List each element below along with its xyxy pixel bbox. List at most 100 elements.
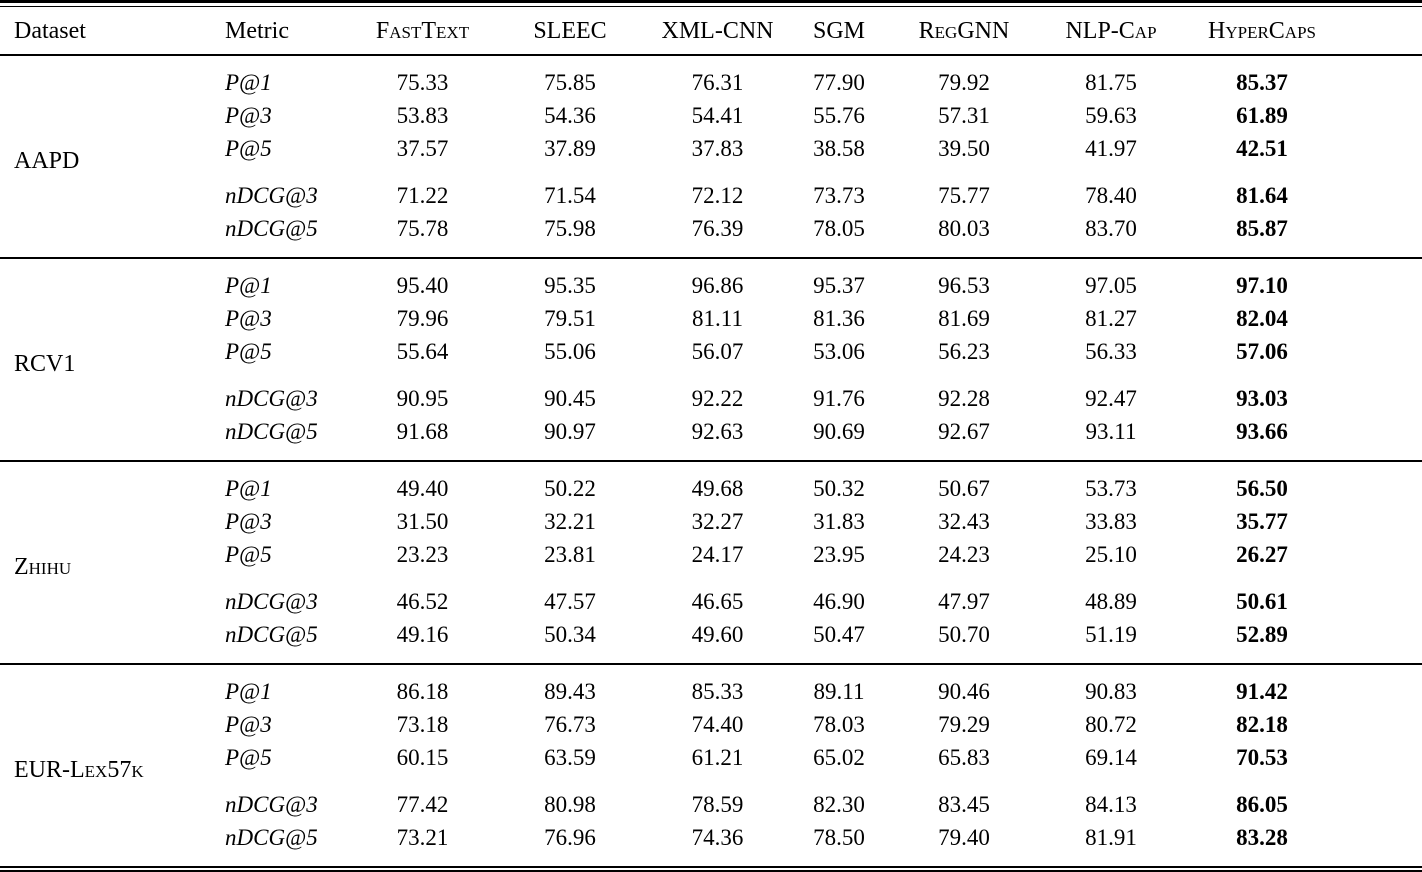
value-cell: 92.67 xyxy=(938,419,990,444)
value-cell: 73.73 xyxy=(813,183,865,208)
metric-label: P@5 xyxy=(225,542,272,567)
value-cell: 84.13 xyxy=(1085,792,1137,817)
value-cell: 69.14 xyxy=(1085,745,1137,770)
table-row: P@5 37.57 37.89 37.83 38.58 39.50 41.97 42.51 xyxy=(0,132,1422,165)
dataset-group: AAPD P@1 75.33 75.85 76.31 77.90 79.92 81.75 85.… xyxy=(0,55,1422,258)
value-cell: 53.73 xyxy=(1085,476,1137,501)
table-row: nDCG@3 46.52 47.57 46.65 46.90 47.97 48.89 50.6… xyxy=(0,571,1422,618)
value-cell: 83.70 xyxy=(1085,216,1137,241)
value-cell-best: 52.89 xyxy=(1236,622,1288,647)
metric-label: nDCG@3 xyxy=(225,386,318,411)
value-cell: 81.36 xyxy=(813,306,865,331)
value-cell: 46.52 xyxy=(396,589,449,614)
col-header-reggnn: RegGNN xyxy=(918,18,1010,44)
value-cell: 81.27 xyxy=(1085,306,1137,331)
value-cell-best: 50.61 xyxy=(1236,589,1288,614)
value-cell: 85.33 xyxy=(691,679,744,704)
value-cell: 38.58 xyxy=(813,136,865,161)
value-cell-best: 35.77 xyxy=(1236,509,1288,534)
value-cell: 73.18 xyxy=(396,712,449,737)
table-row: EUR-Lex57k P@1 86.18 89.43 85.33 89.11 90.46 90… xyxy=(0,664,1422,783)
value-cell: 89.43 xyxy=(544,679,596,704)
value-cell: 53.06 xyxy=(813,339,865,364)
value-cell-best: 82.18 xyxy=(1236,712,1288,737)
value-cell: 95.40 xyxy=(396,273,449,298)
value-cell: 92.28 xyxy=(938,386,990,411)
value-cell: 65.83 xyxy=(938,745,990,770)
value-cell: 50.22 xyxy=(544,476,596,501)
table-row: AAPD P@1 75.33 75.85 76.31 77.90 79.92 81.75 85.… xyxy=(0,55,1422,174)
dataset-label: Zhihu xyxy=(14,554,72,580)
value-cell: 80.98 xyxy=(544,792,596,817)
value-cell: 77.42 xyxy=(396,792,449,817)
value-cell: 92.63 xyxy=(691,419,744,444)
value-cell: 49.60 xyxy=(691,622,744,647)
value-cell: 83.45 xyxy=(938,792,990,817)
value-cell: 50.70 xyxy=(938,622,990,647)
value-cell-best: 26.27 xyxy=(1236,542,1288,567)
value-cell: 49.16 xyxy=(396,622,449,647)
value-cell: 91.68 xyxy=(396,419,449,444)
col-header-nlp-cap: NLP-Cap xyxy=(1065,18,1157,44)
value-cell: 79.96 xyxy=(396,306,449,331)
value-cell-best: 83.28 xyxy=(1236,825,1288,850)
value-cell: 72.12 xyxy=(691,183,744,208)
value-cell-best: 86.05 xyxy=(1236,792,1288,817)
value-cell: 81.75 xyxy=(1085,70,1137,95)
value-cell: 24.17 xyxy=(691,542,744,567)
value-cell: 47.97 xyxy=(938,589,990,614)
value-cell: 73.21 xyxy=(396,825,449,850)
dataset-group: Zhihu P@1 49.40 50.22 49.68 50.32 50.67 53.73 56… xyxy=(0,461,1422,664)
value-cell: 31.83 xyxy=(813,509,865,534)
metric-label: P@5 xyxy=(225,136,272,161)
value-cell-best: 82.04 xyxy=(1236,306,1288,331)
value-cell: 90.83 xyxy=(1085,679,1137,704)
value-cell: 93.11 xyxy=(1085,419,1137,444)
table-row: RCV1 P@1 95.40 95.35 96.86 95.37 96.53 97.05 97.… xyxy=(0,258,1422,377)
value-cell: 90.97 xyxy=(544,419,596,444)
header-row: Dataset Metric FastText SLEEC XML-CNN SG… xyxy=(0,7,1422,56)
dataset-group: EUR-Lex57k P@1 86.18 89.43 85.33 89.11 90.46 90… xyxy=(0,664,1422,867)
value-cell: 76.39 xyxy=(691,216,744,241)
value-cell: 74.40 xyxy=(691,712,744,737)
value-cell: 71.22 xyxy=(396,183,449,208)
table-header: Dataset Metric FastText SLEEC XML-CNN SG… xyxy=(0,7,1422,56)
table-row: P@3 73.18 76.73 74.40 78.03 79.29 80.72 82.18 xyxy=(0,708,1422,741)
value-cell: 48.89 xyxy=(1085,589,1137,614)
value-cell-best: 57.06 xyxy=(1236,339,1288,364)
value-cell-best: 61.89 xyxy=(1236,103,1288,128)
value-cell: 50.47 xyxy=(813,622,865,647)
col-header-fasttext: FastText xyxy=(375,18,470,44)
value-cell-best: 81.64 xyxy=(1236,183,1288,208)
value-cell: 23.23 xyxy=(396,542,449,567)
value-cell: 71.54 xyxy=(544,183,596,208)
value-cell-best: 93.66 xyxy=(1236,419,1288,444)
table-row: nDCG@5 49.16 50.34 49.60 50.47 50.70 51.19 52.8… xyxy=(0,618,1422,664)
value-cell: 92.47 xyxy=(1085,386,1137,411)
col-header-sleec: SLEEC xyxy=(533,18,607,44)
value-cell: 78.05 xyxy=(813,216,865,241)
value-cell: 95.35 xyxy=(544,273,596,298)
value-cell: 57.31 xyxy=(938,103,990,128)
value-cell: 61.21 xyxy=(691,745,744,770)
table-row: P@5 23.23 23.81 24.17 23.95 24.23 25.10 26.27 xyxy=(0,538,1422,571)
value-cell: 90.95 xyxy=(396,386,449,411)
metric-label: nDCG@5 xyxy=(225,216,318,241)
value-cell: 47.57 xyxy=(544,589,596,614)
metric-label: nDCG@3 xyxy=(225,792,318,817)
metric-label: P@1 xyxy=(225,273,272,298)
col-header-xml-cnn: XML-CNN xyxy=(661,18,774,44)
value-cell: 51.19 xyxy=(1085,622,1137,647)
metric-label: P@3 xyxy=(225,509,272,534)
value-cell: 77.90 xyxy=(813,70,865,95)
value-cell: 76.96 xyxy=(544,825,596,850)
value-cell: 78.50 xyxy=(813,825,865,850)
metric-label: nDCG@3 xyxy=(225,183,318,208)
table-row: P@3 79.96 79.51 81.11 81.36 81.69 81.27 82.04 xyxy=(0,302,1422,335)
col-header-dataset: Dataset xyxy=(14,18,86,44)
value-cell: 55.06 xyxy=(544,339,596,364)
value-cell: 39.50 xyxy=(938,136,990,161)
col-header-hypercaps: HyperCaps xyxy=(1208,18,1316,44)
dataset-label: RCV1 xyxy=(14,351,76,377)
metric-label: P@1 xyxy=(225,70,272,95)
